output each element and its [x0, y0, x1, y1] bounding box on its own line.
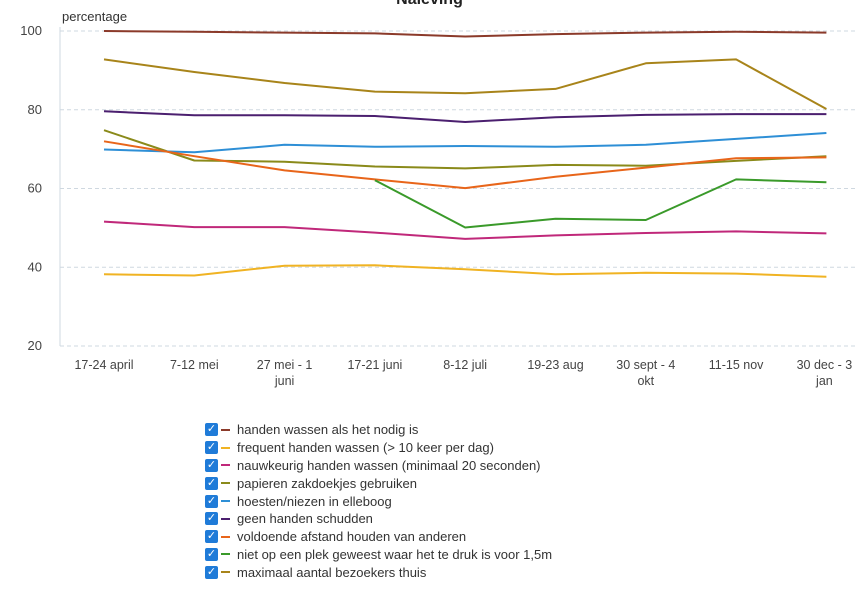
x-tick-label: 8-12 juli: [443, 358, 487, 372]
x-tick-label: 17-21 juni: [347, 358, 402, 372]
series-lines: [103, 30, 827, 278]
series-line: [103, 129, 827, 170]
legend: ✓ handen wassen als het nodig is ✓ frequent…: [205, 421, 552, 581]
legend-swatch: [221, 535, 230, 538]
checkbox-icon[interactable]: ✓: [205, 476, 218, 490]
legend-item[interactable]: ✓ geen handen schudden: [205, 510, 552, 528]
x-tick-label: 7-12 mei: [170, 358, 219, 372]
series-line: [103, 220, 827, 240]
legend-item[interactable]: ✓ voldoende afstand houden van anderen: [205, 528, 552, 546]
x-tick-label: 11-15 nov: [709, 358, 764, 372]
y-tick-label: 20: [28, 338, 42, 353]
legend-item[interactable]: ✓ niet op een plek geweest waar het te dr…: [205, 546, 552, 564]
checkbox-icon[interactable]: ✓: [205, 530, 218, 544]
x-tick-label: 30 dec - 3 jan: [797, 358, 853, 388]
series-line: [103, 140, 827, 190]
y-axis: 20 40 60 80 100: [20, 23, 42, 353]
legend-swatch: [221, 500, 230, 503]
series-line: [103, 264, 827, 278]
x-tick-label: 30 sept - 4 okt: [616, 358, 675, 388]
legend-swatch: [221, 517, 230, 520]
legend-label: handen wassen als het nodig is: [237, 422, 419, 438]
legend-item[interactable]: ✓ hoesten/niezen in elleboog: [205, 492, 552, 510]
legend-item[interactable]: ✓ handen wassen als het nodig is: [205, 421, 552, 439]
legend-label: papieren zakdoekjes gebruiken: [237, 475, 417, 491]
legend-swatch: [221, 464, 230, 467]
checkbox-icon[interactable]: ✓: [205, 547, 218, 561]
chart-title: Naleving: [0, 0, 859, 9]
legend-label: voldoende afstand houden van anderen: [237, 529, 467, 545]
legend-label: hoesten/niezen in elleboog: [237, 493, 392, 509]
legend-label: geen handen schudden: [237, 511, 373, 527]
x-tick-label: 17-24 april: [74, 358, 133, 372]
x-tick-label: 27 mei - 1 juni: [257, 358, 313, 388]
legend-item[interactable]: ✓ maximaal aantal bezoekers thuis: [205, 563, 552, 581]
checkbox-icon[interactable]: ✓: [205, 458, 218, 472]
legend-label: nauwkeurig handen wassen (minimaal 20 se…: [237, 457, 541, 473]
legend-label: niet op een plek geweest waar het te dru…: [237, 546, 553, 562]
series-line: [374, 178, 827, 229]
legend-label: maximaal aantal bezoekers thuis: [237, 564, 427, 580]
checkbox-icon[interactable]: ✓: [205, 441, 218, 455]
checkbox-icon[interactable]: ✓: [205, 423, 218, 437]
series-line: [103, 132, 827, 154]
series-line: [103, 30, 827, 38]
legend-swatch: [221, 553, 230, 556]
checkbox-icon[interactable]: ✓: [205, 565, 218, 579]
legend-item[interactable]: ✓ nauwkeurig handen wassen (minimaal 20 s…: [205, 457, 552, 475]
series-line: [103, 110, 827, 123]
y-tick-label: 60: [28, 181, 42, 196]
legend-item[interactable]: ✓ frequent handen wassen (> 10 keer per d…: [205, 439, 552, 457]
legend-swatch: [221, 571, 230, 574]
y-axis-label: percentage: [62, 9, 128, 24]
legend-label: frequent handen wassen (> 10 keer per da…: [237, 440, 494, 456]
y-tick-label: 40: [28, 259, 42, 274]
legend-swatch: [221, 446, 230, 449]
grid: [59, 27, 855, 347]
checkbox-icon[interactable]: ✓: [205, 494, 218, 508]
legend-swatch: [221, 482, 230, 485]
legend-item[interactable]: ✓ papieren zakdoekjes gebruiken: [205, 474, 552, 492]
legend-swatch: [221, 428, 230, 431]
y-tick-label: 80: [28, 102, 42, 117]
checkbox-icon[interactable]: ✓: [205, 512, 218, 526]
series-line: [103, 58, 827, 110]
y-tick-label: 100: [20, 23, 42, 38]
x-axis: 17-24 april 7-12 mei 27 mei - 1 juni 17-21 j…: [74, 358, 852, 388]
x-tick-label: 19-23 aug: [527, 358, 583, 372]
